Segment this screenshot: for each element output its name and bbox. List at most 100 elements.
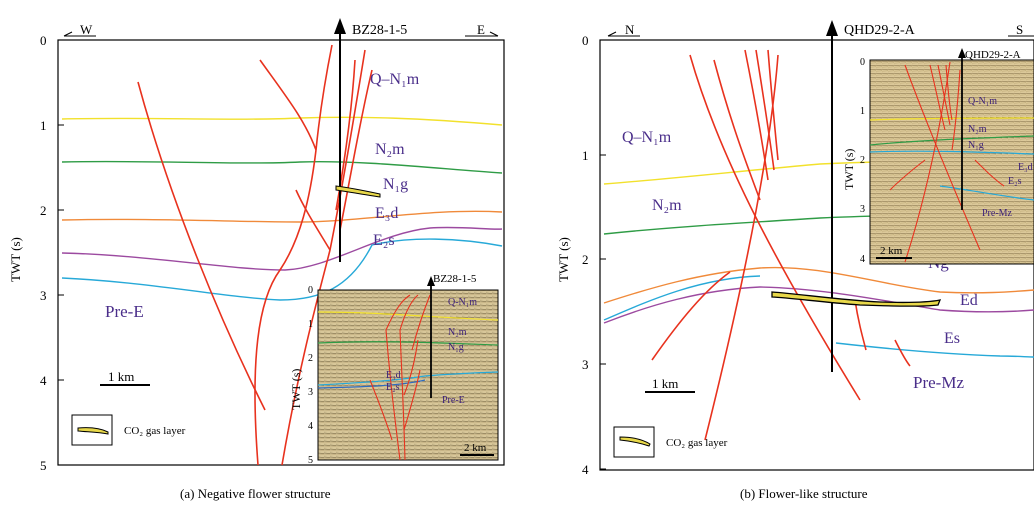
fault: [651, 271, 731, 361]
panel-a-y-tick: 1: [40, 118, 47, 133]
panel-b-y-ticks: [600, 39, 606, 470]
fault: [704, 54, 779, 441]
panel-b-inset-y-tick: 1: [860, 106, 865, 117]
panel-a-y-ticks: [58, 39, 64, 466]
panel-a-unit-e3d: E₃d: [375, 205, 398, 222]
panel-b-unit-q-n1m: Q–N₁m: [622, 129, 672, 146]
panel-b-y-axis-label: TWT (s): [556, 237, 571, 282]
panel-b-inset-unit: N₂m: [968, 124, 987, 135]
panel-b-y-tick: 2: [582, 252, 589, 267]
panel-a-y-tick: 0: [40, 33, 47, 48]
panel-a-inset-unit: E₃d: [386, 370, 401, 381]
panel-a-unit-n2m: N₂m: [375, 141, 405, 158]
panel-b-inset: QHD29-2-A 0 1 2 3 4 TWT (s) Q-N₁m N₂m N₁…: [842, 48, 1034, 265]
fault: [295, 189, 331, 251]
fault: [767, 49, 779, 161]
panel-a-inset-y-tick: 4: [308, 421, 313, 432]
panel-a-dir-east: E: [477, 22, 485, 37]
horizon-cyan: [835, 342, 1034, 358]
panel-a-frame: [57, 39, 505, 466]
panel-b-legend: CO₂ gas layer: [613, 426, 728, 458]
co2-gas-layer-icon: [77, 427, 109, 435]
panel-b-inset-unit: N₁g: [968, 140, 984, 151]
panel-b-dir-north-arrow: [607, 31, 640, 37]
fault: [755, 49, 775, 171]
panel-a-dir-west: W: [80, 22, 93, 37]
panel-a-inset-y-tick: 2: [308, 353, 313, 364]
fault: [339, 69, 373, 231]
panel-a-y-tick: 2: [40, 203, 47, 218]
panel-b-y-tick: 0: [582, 33, 589, 48]
panel-b-unit-ed: Ed: [960, 292, 978, 309]
panel-b-legend-label: CO₂ gas layer: [666, 437, 728, 449]
panel-b-unit-es: Es: [944, 330, 960, 347]
fault: [254, 149, 317, 466]
fault: [259, 59, 317, 151]
panel-a-well-arrow-icon: [334, 18, 346, 34]
panel-a-dir-east-arrow: [465, 31, 499, 37]
panel-b-inset-well-name: QHD29-2-A: [965, 49, 1021, 61]
panel-b-inset-well-arrow-icon: [958, 48, 966, 58]
panel-a-inset-unit: N₂m: [448, 327, 467, 338]
panel-a: 0 1 2 3 4 5 TWT (s) W E: [8, 18, 505, 501]
panel-b-frame: [599, 39, 1034, 471]
panel-a-unit-pre-e: Pre-E: [105, 302, 144, 321]
panel-a-legend-label: CO₂ gas layer: [124, 425, 186, 437]
panel-b-gas-layer: [771, 291, 942, 307]
panel-b-dir-north: N: [625, 22, 635, 37]
panel-a-gas-layer: [335, 185, 381, 198]
panel-b-inset-y-tick: 0: [860, 57, 865, 68]
panel-b-inset-unit: Pre-Mz: [982, 208, 1013, 219]
panel-b-inset-unit: E₃d: [1018, 162, 1033, 173]
horizon-orange: [61, 210, 503, 223]
panel-a-y-tick: 5: [40, 458, 47, 473]
panel-b-y-tick: 4: [582, 462, 589, 477]
panel-b-unit-pre-mz: Pre-Mz: [913, 373, 964, 392]
panel-b-y-tick: 3: [582, 357, 589, 372]
panel-a-y-tick: 3: [40, 288, 47, 303]
panel-a-well-name: BZ28-1-5: [352, 23, 407, 38]
panel-a-scale-label: 1 km: [108, 369, 134, 384]
panel-a-legend: CO₂ gas layer: [71, 414, 186, 446]
horizon-purple: [61, 226, 503, 271]
panel-a-inset-well-name: BZ28-1-5: [433, 273, 477, 285]
panel-a-inset-unit: N₁g: [448, 342, 464, 353]
fault: [315, 44, 333, 151]
co2-gas-layer-icon: [619, 436, 651, 447]
horizon-yellow: [61, 116, 503, 126]
panel-b-inset-unit: E₂s: [1008, 176, 1022, 187]
panel-a-dir-west-arrow: [63, 31, 96, 37]
panel-a-caption: (a) Negative flower structure: [180, 486, 331, 501]
panel-b-well-arrow-icon: [826, 20, 838, 36]
panel-b-unit-n2m: N₂m: [652, 197, 682, 214]
panel-b-caption: (b) Flower-like structure: [740, 486, 868, 501]
panel-a-unit-q-n1m: Q–N₁m: [370, 71, 420, 88]
panel-a-inset: BZ28-1-5 0 1 2 3 4 5 TWT (s) Q-N₁m N₂m N…: [289, 273, 499, 466]
fault: [689, 54, 861, 401]
panel-a-unit-n1g: N₁g: [383, 176, 408, 193]
panel-b-dir-south: S: [1016, 22, 1023, 37]
panel-a-y-tick: 4: [40, 373, 47, 388]
fault: [744, 49, 769, 181]
panel-a-inset-scale-label: 2 km: [464, 442, 487, 454]
fault: [854, 299, 867, 351]
panel-b-inset-y-axis-label: TWT (s): [842, 149, 856, 190]
panel-a-inset-y-tick: 5: [308, 455, 313, 466]
horizon-green: [61, 160, 503, 174]
panel-b-inset-scale-label: 2 km: [880, 245, 903, 257]
panel-b: 0 1 2 3 4 TWT (s) N S: [556, 20, 1034, 501]
panel-b-inset-y-tick: 2: [860, 155, 865, 166]
horizon-orange: [603, 266, 1034, 304]
fault: [137, 81, 266, 411]
panel-b-inset-unit: Q-N₁m: [968, 96, 997, 107]
panel-a-inset-unit: Q-N₁m: [448, 297, 477, 308]
panel-a-inset-y-tick: 0: [308, 285, 313, 296]
panel-a-unit-e2s: E₂s: [373, 232, 395, 249]
panel-a-inset-y-tick: 3: [308, 387, 313, 398]
panel-a-inset-unit: Pre-E: [442, 395, 465, 406]
horizon-purple: [603, 286, 1034, 324]
panel-b-well-name: QHD29-2-A: [844, 23, 916, 38]
panel-a-inset-y-tick: 1: [308, 319, 313, 330]
